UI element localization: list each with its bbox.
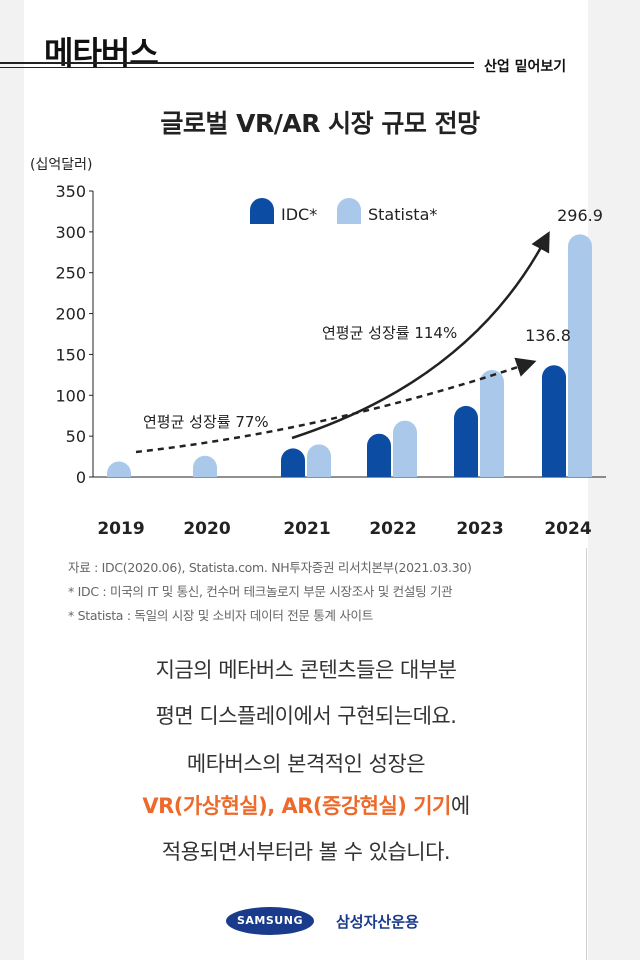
annotation-77: 연평균 성장률 77% [143, 413, 269, 431]
section-tag: 산업 밑어보기 [484, 59, 567, 75]
brand-title: 메타버스 [44, 34, 159, 72]
body-line-2: 평면 디스플레이에서 구현되는데요. [155, 704, 457, 728]
x-tick-label: 2021 [283, 519, 330, 539]
body-line-4: VR(가상현실), AR(증강현실) 기기에 [0, 790, 612, 820]
x-tick-label: 2019 [97, 519, 144, 539]
samsung-logo: SAMSUNG [226, 907, 314, 935]
data-label-statista-2024: 296.9 [557, 206, 603, 225]
idc-note: * IDC : 미국의 IT 및 통신, 컨수머 테크놀로지 부문 시장조사 및… [68, 584, 453, 599]
legend-label-statista: Statista* [368, 205, 437, 224]
bar-idc [454, 405, 478, 477]
body-line-1: 지금의 메타버스 콘텐츠들은 대부분 [155, 658, 457, 682]
y-tick-label: 300 [55, 223, 86, 242]
y-tick-label: 250 [55, 264, 86, 283]
y-tick-label: 150 [55, 345, 86, 364]
body-highlight: VR(가상현실), AR(증강현실) 기기 [142, 794, 451, 818]
y-tick-label: 50 [66, 427, 86, 446]
chart-title: 글로벌 VR/AR 시장 규모 전망 [160, 109, 480, 138]
x-tick-label: 2024 [544, 519, 591, 539]
legend-swatch-statista [337, 198, 361, 224]
x-tick-label: 2023 [456, 519, 503, 539]
side-rule [586, 548, 587, 960]
legend-label-idc: IDC* [281, 205, 317, 224]
y-tick-label: 100 [55, 386, 86, 405]
body-line-5: 적용되면서부터라 볼 수 있습니다. [161, 840, 451, 864]
x-tick-label: 2020 [183, 519, 230, 539]
bar-statista [307, 444, 331, 477]
x-tick-label: 2022 [369, 519, 416, 539]
bar-idc [542, 365, 566, 477]
bar-statista [480, 369, 504, 477]
header-rule [0, 62, 474, 64]
header-rule-thin [0, 67, 474, 68]
company-name: 삼성자산운용 [336, 913, 419, 931]
bar-statista [107, 461, 131, 477]
bar-statista [568, 234, 592, 477]
annotation-114: 연평균 성장률 114% [322, 324, 457, 342]
bar-idc [281, 448, 305, 477]
data-label-idc-2024: 136.8 [525, 326, 571, 345]
content-card [24, 0, 588, 960]
body-line-3: 메타버스의 본격적인 성장은 [186, 752, 426, 776]
bar-statista [393, 420, 417, 477]
source-note: 자료 : IDC(2020.06), Statista.com. NH투자증권 … [68, 560, 472, 575]
legend-swatch-idc [250, 198, 274, 224]
statista-note: * Statista : 독일의 시장 및 소비자 데이터 전문 통계 사이트 [68, 608, 373, 623]
bar-idc [367, 433, 392, 477]
y-tick-label: 0 [76, 468, 86, 487]
body-line-4-rest: 에 [450, 794, 470, 818]
y-tick-label: 350 [55, 182, 86, 201]
y-tick-label: 200 [55, 305, 86, 324]
bar-chart: (십억달러) 0 50 100 150 200 250 300 350 2019 2020 2021 2… [30, 157, 606, 539]
y-axis-label: (십억달러) [30, 157, 92, 173]
bar-statista [193, 455, 217, 477]
trend-arrow-77 [135, 357, 537, 454]
trend-arrow-114 [291, 231, 550, 440]
source-notes: 자료 : IDC(2020.06), Statista.com. NH투자증권 … [68, 556, 472, 628]
